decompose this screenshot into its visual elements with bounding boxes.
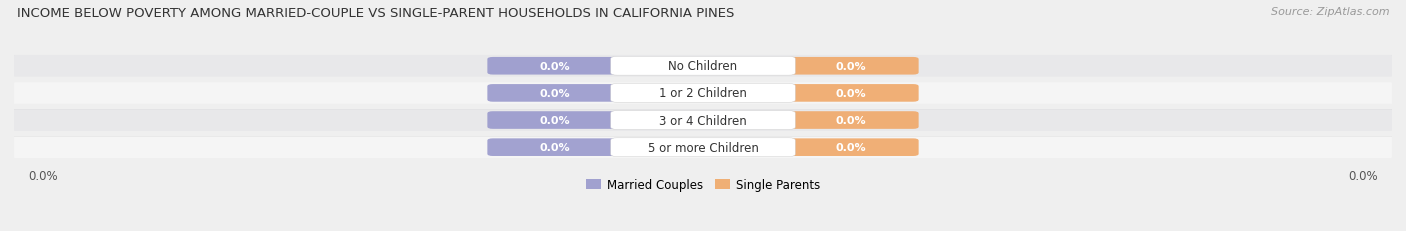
Text: 0.0%: 0.0% (540, 88, 571, 98)
FancyBboxPatch shape (488, 58, 623, 75)
Text: 0.0%: 0.0% (540, 61, 571, 71)
FancyBboxPatch shape (14, 83, 1392, 104)
FancyBboxPatch shape (488, 85, 623, 102)
FancyBboxPatch shape (610, 57, 796, 76)
FancyBboxPatch shape (783, 112, 918, 129)
Text: No Children: No Children (668, 60, 738, 73)
Text: 0.0%: 0.0% (1348, 169, 1378, 182)
FancyBboxPatch shape (14, 137, 1392, 158)
FancyBboxPatch shape (14, 56, 1392, 77)
FancyBboxPatch shape (610, 84, 796, 103)
FancyBboxPatch shape (488, 139, 623, 156)
Text: INCOME BELOW POVERTY AMONG MARRIED-COUPLE VS SINGLE-PARENT HOUSEHOLDS IN CALIFOR: INCOME BELOW POVERTY AMONG MARRIED-COUPL… (17, 7, 734, 20)
Text: 1 or 2 Children: 1 or 2 Children (659, 87, 747, 100)
FancyBboxPatch shape (783, 139, 918, 156)
FancyBboxPatch shape (488, 112, 623, 129)
Text: 0.0%: 0.0% (540, 116, 571, 125)
FancyBboxPatch shape (610, 138, 796, 157)
FancyBboxPatch shape (783, 85, 918, 102)
Text: 0.0%: 0.0% (835, 116, 866, 125)
Legend: Married Couples, Single Parents: Married Couples, Single Parents (582, 175, 824, 195)
FancyBboxPatch shape (783, 58, 918, 75)
Text: 0.0%: 0.0% (835, 88, 866, 98)
Text: 5 or more Children: 5 or more Children (648, 141, 758, 154)
Text: 0.0%: 0.0% (28, 169, 58, 182)
Text: 3 or 4 Children: 3 or 4 Children (659, 114, 747, 127)
Text: 0.0%: 0.0% (835, 61, 866, 71)
Text: 0.0%: 0.0% (540, 143, 571, 152)
Text: 0.0%: 0.0% (835, 143, 866, 152)
FancyBboxPatch shape (610, 111, 796, 130)
Text: Source: ZipAtlas.com: Source: ZipAtlas.com (1271, 7, 1389, 17)
FancyBboxPatch shape (14, 110, 1392, 131)
